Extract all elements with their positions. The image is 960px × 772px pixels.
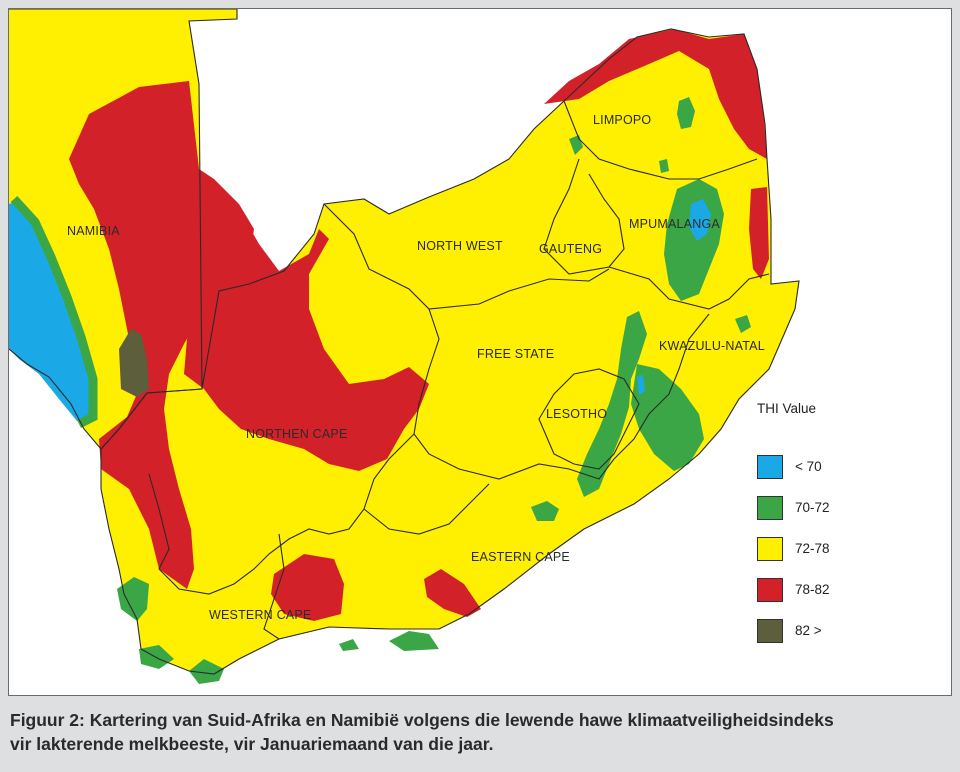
thi-zone-70-72-south-coast-b: [389, 631, 439, 651]
thi-zone-70-72-limpopo-a: [677, 97, 695, 129]
legend-label: 72-78: [795, 541, 830, 556]
legend-swatch: [757, 496, 783, 520]
region-label-north-west: NORTH WEST: [417, 239, 503, 253]
legend-swatch: [757, 537, 783, 561]
region-label-limpopo: LIMPOPO: [593, 113, 652, 127]
region-label-western-cape: WESTERN CAPE: [209, 608, 312, 622]
legend-item: 82 >: [757, 619, 877, 645]
caption-line-2: vir lakterende melkbeeste, vir Januariem…: [10, 734, 494, 754]
region-label-namibia: NAMIBIA: [67, 224, 120, 238]
region-label-free-state: FREE STATE: [477, 347, 555, 361]
legend-label: < 70: [795, 459, 822, 474]
figure-caption: Figuur 2: Kartering van Suid-Afrika en N…: [10, 708, 950, 756]
legend-label: 78-82: [795, 582, 830, 597]
legend-label: 82 >: [795, 623, 822, 638]
thi-zone-70-72-west-coast: [117, 577, 149, 621]
thi-zone-78-82-western-cape: [271, 554, 344, 621]
thi-zone-70-72-south-coast-a: [189, 659, 224, 684]
thi-zone-70-72-drakensberg: [577, 311, 647, 497]
thi-zone-lt70-mpumalanga: [689, 199, 711, 241]
thi-zone-78-82-northern-cape: [184, 174, 429, 471]
thi-zone-78-82-eastern-cape: [424, 569, 481, 617]
thi-map: [9, 9, 800, 684]
thi-zone-78-82-limpopo: [544, 29, 767, 159]
thi-zone-70-72-limpopo-c: [659, 159, 669, 173]
south-africa-landmass: [101, 29, 799, 674]
thi-zone-70-72-eastern-cape: [531, 501, 559, 521]
region-label-gauteng: GAUTENG: [539, 242, 603, 256]
legend-item: 70-72: [757, 496, 877, 522]
region-label-lesotho: LESOTHO: [546, 407, 608, 421]
legend-swatch: [757, 578, 783, 602]
legend-swatch: [757, 455, 783, 479]
legend-item: 72-78: [757, 537, 877, 563]
region-label-eastern-cape: EASTERN CAPE: [471, 550, 570, 564]
legend-item: < 70: [757, 455, 877, 481]
legend-label: 70-72: [795, 500, 830, 515]
thi-zone-70-72-kzn-b: [735, 315, 751, 333]
thi-zone-lt70: [9, 201, 89, 421]
map-frame: NAMIBIA LIMPOPO NORTH WEST GAUTENG MPUMA…: [8, 8, 952, 696]
legend-item: 78-82: [757, 578, 877, 604]
caption-line-1: Figuur 2: Kartering van Suid-Afrika en N…: [10, 710, 834, 730]
thi-zone-70-72-mpumalanga: [664, 179, 724, 301]
thi-zone-78-82-mpumalanga-east: [749, 187, 769, 279]
thi-zone-lt70-kzn: [637, 375, 645, 395]
legend-title: THI Value: [757, 401, 817, 416]
region-label-kwazulu-natal: KWAZULU-NATAL: [659, 339, 765, 353]
region-label-northen-cape: NORTHEN CAPE: [246, 427, 348, 441]
thi-zone-70-72-kzn: [631, 364, 704, 471]
thi-zone-70-72-south-coast-c: [339, 639, 359, 651]
thi-zone-70-72-coast: [10, 195, 98, 429]
thi-zone-gt82: [119, 329, 149, 397]
region-label-mpumalanga: MPUMALANGA: [629, 217, 720, 231]
legend-swatch: [757, 619, 783, 643]
province-borders: [9, 9, 800, 675]
